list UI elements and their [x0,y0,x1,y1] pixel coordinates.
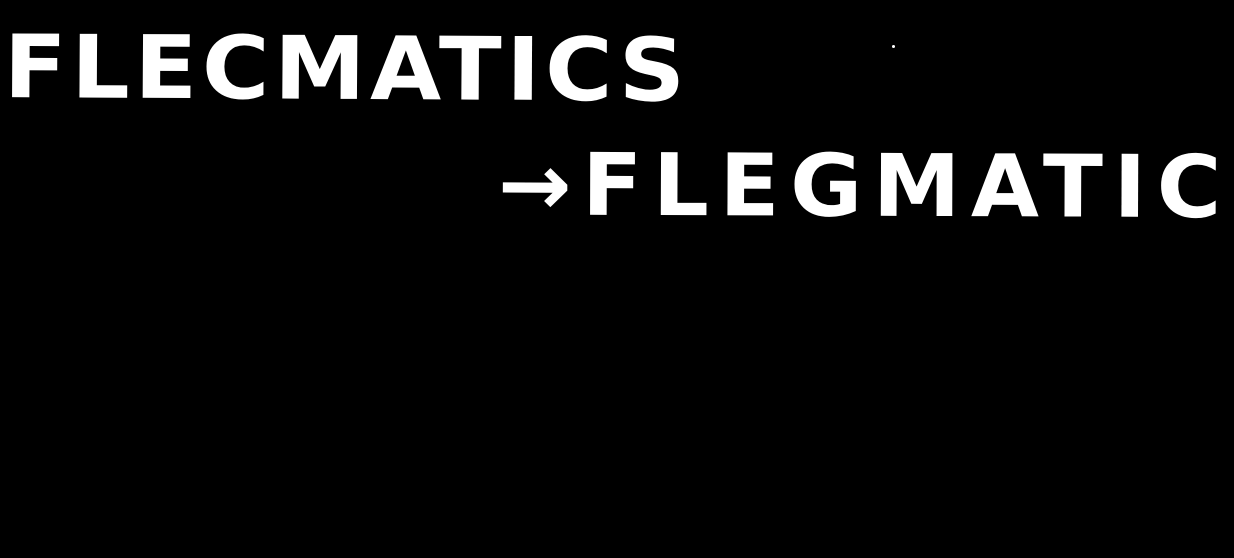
handwritten-corrected-word: →FLEGMATIC [497,134,1233,238]
handwritten-original-word: FLECMATICS [3,16,690,122]
ink-speck [892,45,895,48]
